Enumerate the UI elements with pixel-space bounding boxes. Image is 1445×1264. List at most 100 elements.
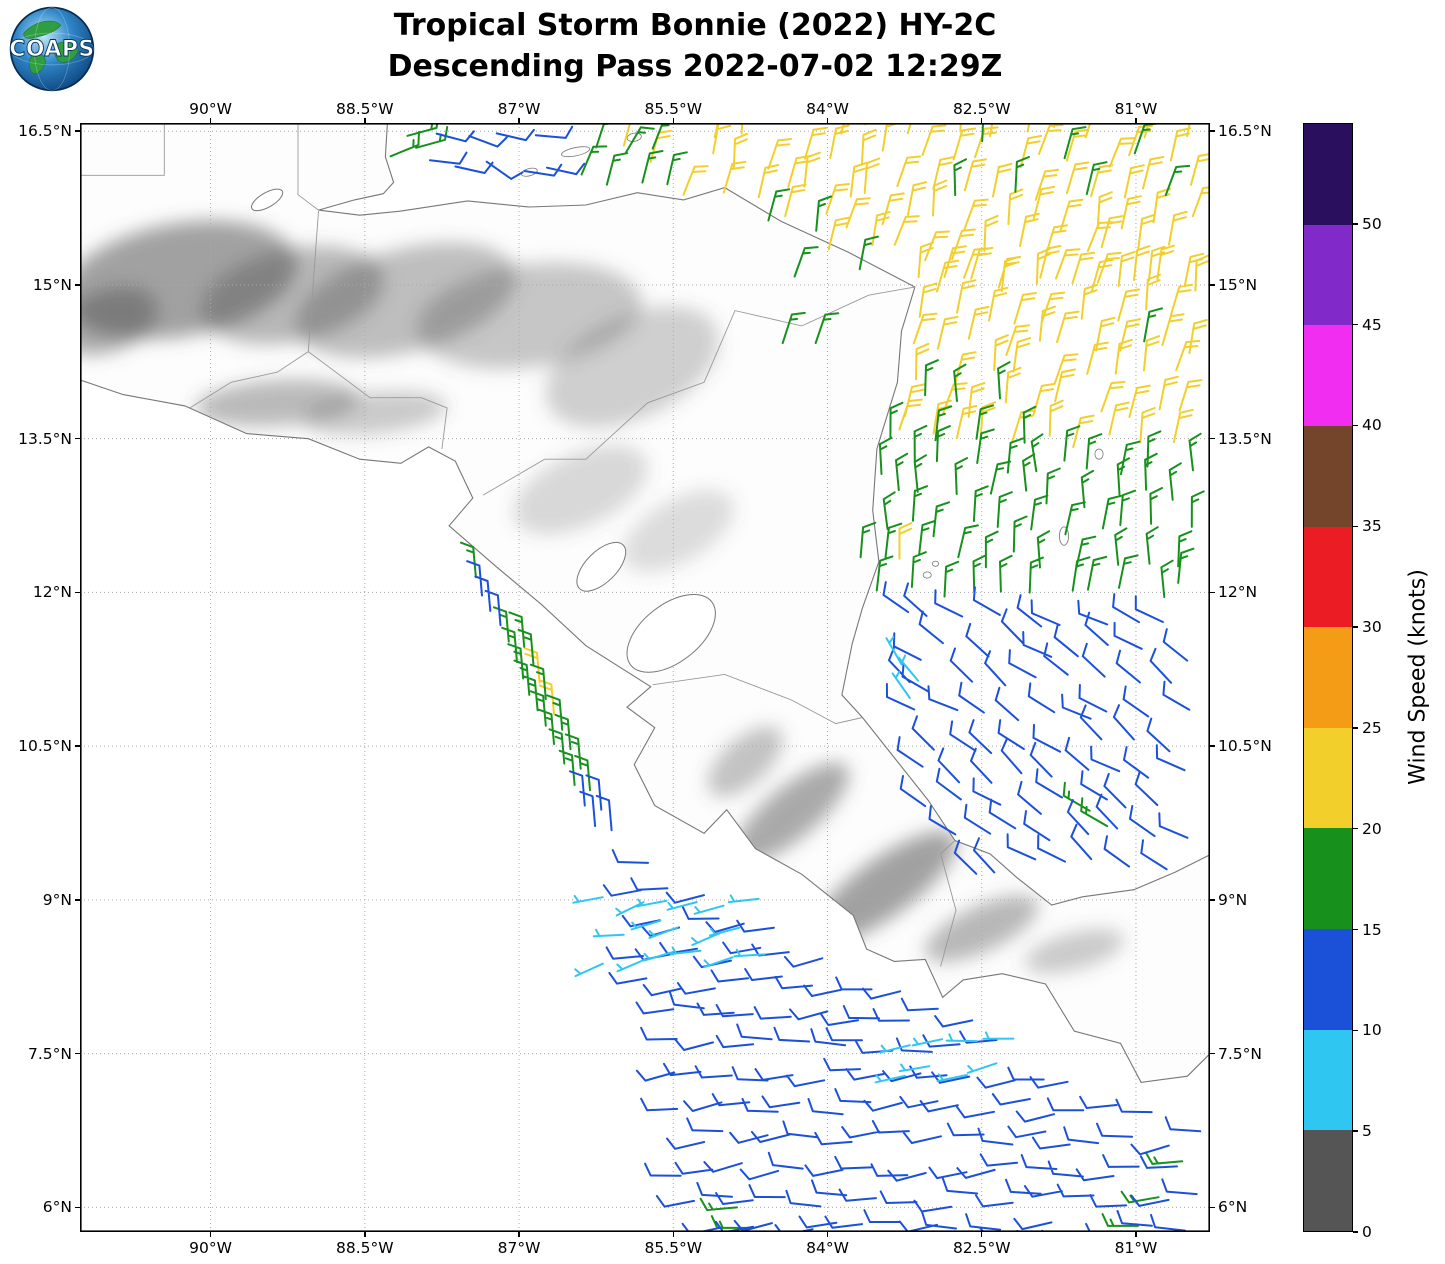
x-axis-tick-mark xyxy=(672,118,674,123)
x-axis-tick-label-top: 88.5°W xyxy=(336,100,394,118)
y-axis-tick-mark xyxy=(75,899,80,901)
island xyxy=(1094,448,1104,460)
x-axis-tick-label-bottom: 82.5°W xyxy=(952,1239,1011,1257)
y-axis-tick-mark xyxy=(1210,284,1215,286)
x-axis-tick-mark xyxy=(981,1232,983,1237)
x-axis-tick-mark xyxy=(364,118,366,123)
y-axis-tick-label-right: 12°N xyxy=(1218,583,1258,602)
y-axis-tick-mark xyxy=(1210,1052,1215,1055)
y-axis-tick-mark xyxy=(1210,591,1215,594)
x-axis-tick-mark xyxy=(826,118,829,123)
x-axis-tick-mark xyxy=(209,118,212,123)
colorbar-tick-label: 35 xyxy=(1362,517,1382,536)
colorbar-segment xyxy=(1304,929,1352,1030)
y-axis-tick-mark xyxy=(75,437,80,440)
x-axis-tick-label-top: 87°W xyxy=(497,100,541,118)
colorbar-tick-label: 0 xyxy=(1362,1223,1372,1241)
y-axis-tick-mark xyxy=(75,745,80,747)
y-axis-tick-mark xyxy=(75,130,80,132)
colorbar-segment xyxy=(1304,1029,1352,1131)
y-axis-tick-label-left: 6°N xyxy=(42,1198,72,1217)
colorbar-segment xyxy=(1304,325,1352,426)
colorbar-segment xyxy=(1304,224,1352,326)
island xyxy=(922,571,932,579)
x-axis-tick-label-bottom: 90°W xyxy=(189,1239,232,1257)
x-axis-tick-label-bottom: 84°W xyxy=(806,1239,849,1257)
x-axis-tick-label-bottom: 88.5°W xyxy=(336,1239,394,1257)
colorbar-segment xyxy=(1304,124,1352,225)
colorbar-tick-mark xyxy=(1353,828,1358,830)
y-axis-tick-label-left: 12°N xyxy=(32,583,72,602)
coaps-logo-text: COAPS xyxy=(9,37,94,62)
colorbar-tick-mark xyxy=(1353,727,1358,729)
x-axis-tick-label-top: 84°W xyxy=(806,100,849,118)
colorbar-tick-label: 40 xyxy=(1362,416,1382,435)
wind-barb-layer-cyan xyxy=(572,636,1015,1084)
y-axis-tick-label-left: 10.5°N xyxy=(18,737,72,756)
colorbar-tick-label: 5 xyxy=(1362,1122,1372,1141)
colorbar-tick-mark xyxy=(1353,1231,1358,1233)
y-axis-tick-label-right: 16.5°N xyxy=(1218,122,1272,141)
x-axis-tick-mark xyxy=(826,1232,829,1237)
colorbar xyxy=(1303,123,1353,1232)
plot-frame xyxy=(80,123,1210,1232)
y-axis-tick-label-left: 13.5°N xyxy=(18,429,72,448)
y-axis-tick-label-left: 7.5°N xyxy=(28,1044,72,1063)
colorbar-segment xyxy=(1304,1130,1352,1231)
colorbar-segment xyxy=(1304,828,1352,930)
lake xyxy=(626,594,716,673)
colorbar-segment xyxy=(1304,727,1352,829)
x-axis-tick-mark xyxy=(364,1232,366,1237)
x-axis-tick-label-bottom: 87°W xyxy=(497,1239,541,1257)
y-axis-tick-mark xyxy=(75,1206,80,1209)
island xyxy=(932,560,940,567)
wind-barb-layer-yellow xyxy=(523,123,1210,716)
y-axis-tick-mark xyxy=(1210,899,1215,901)
y-axis-tick-mark xyxy=(75,284,80,286)
lake xyxy=(576,541,627,592)
x-axis-tick-label-bottom: 85.5°W xyxy=(644,1239,703,1257)
colorbar-tick-label: 15 xyxy=(1362,920,1382,939)
y-axis-tick-label-right: 15°N xyxy=(1218,275,1258,294)
y-axis-tick-mark xyxy=(1210,130,1215,132)
colorbar-axis-label: Wind Speed (knots) xyxy=(1405,569,1431,785)
colorbar-tick-label: 30 xyxy=(1362,618,1382,637)
map-canvas xyxy=(80,123,1210,1232)
colorbar-tick-label: 45 xyxy=(1362,315,1382,334)
x-axis-tick-mark xyxy=(1135,118,1137,123)
country-borders xyxy=(80,123,957,967)
x-axis-tick-mark xyxy=(518,1232,520,1237)
y-axis-tick-mark xyxy=(75,1052,80,1055)
y-axis-tick-label-right: 7.5°N xyxy=(1218,1044,1262,1063)
x-axis-tick-label-top: 81°W xyxy=(1114,100,1158,118)
coaps-logo: COAPS xyxy=(8,5,96,93)
island xyxy=(561,146,591,158)
colorbar-tick-label: 50 xyxy=(1362,214,1382,233)
coastline xyxy=(80,123,1210,1083)
x-axis-tick-label-bottom: 81°W xyxy=(1114,1239,1158,1257)
colorbar-tick-mark xyxy=(1353,525,1358,527)
colorbar-tick-mark xyxy=(1353,1130,1358,1132)
colorbar-tick-mark xyxy=(1353,424,1358,427)
x-axis-tick-label-top: 90°W xyxy=(189,100,232,118)
x-axis-tick-label-top: 85.5°W xyxy=(644,100,703,118)
y-axis-tick-mark xyxy=(1210,1206,1215,1209)
y-axis-tick-label-left: 16.5°N xyxy=(18,122,72,141)
x-axis-tick-mark xyxy=(209,1232,212,1237)
colorbar-segment xyxy=(1304,526,1352,628)
wind-barb-layer-green xyxy=(389,123,1205,1229)
x-axis-tick-mark xyxy=(981,118,983,123)
map-plot-area xyxy=(80,123,1210,1232)
coaps-logo-globe: COAPS xyxy=(9,6,95,92)
y-axis-tick-label-left: 15°N xyxy=(32,275,72,294)
lake xyxy=(251,188,284,212)
y-axis-tick-label-left: 9°N xyxy=(42,890,72,909)
colorbar-tick-label: 10 xyxy=(1362,1021,1382,1040)
title-line-1: Tropical Storm Bonnie (2022) HY-2C xyxy=(393,8,997,43)
colorbar-tick-mark xyxy=(1353,323,1358,326)
colorbar-segment xyxy=(1304,425,1352,527)
colorbar-tick-mark xyxy=(1353,1029,1358,1032)
y-axis-tick-label-right: 9°N xyxy=(1218,890,1248,909)
y-axis-tick-mark xyxy=(1210,745,1215,747)
